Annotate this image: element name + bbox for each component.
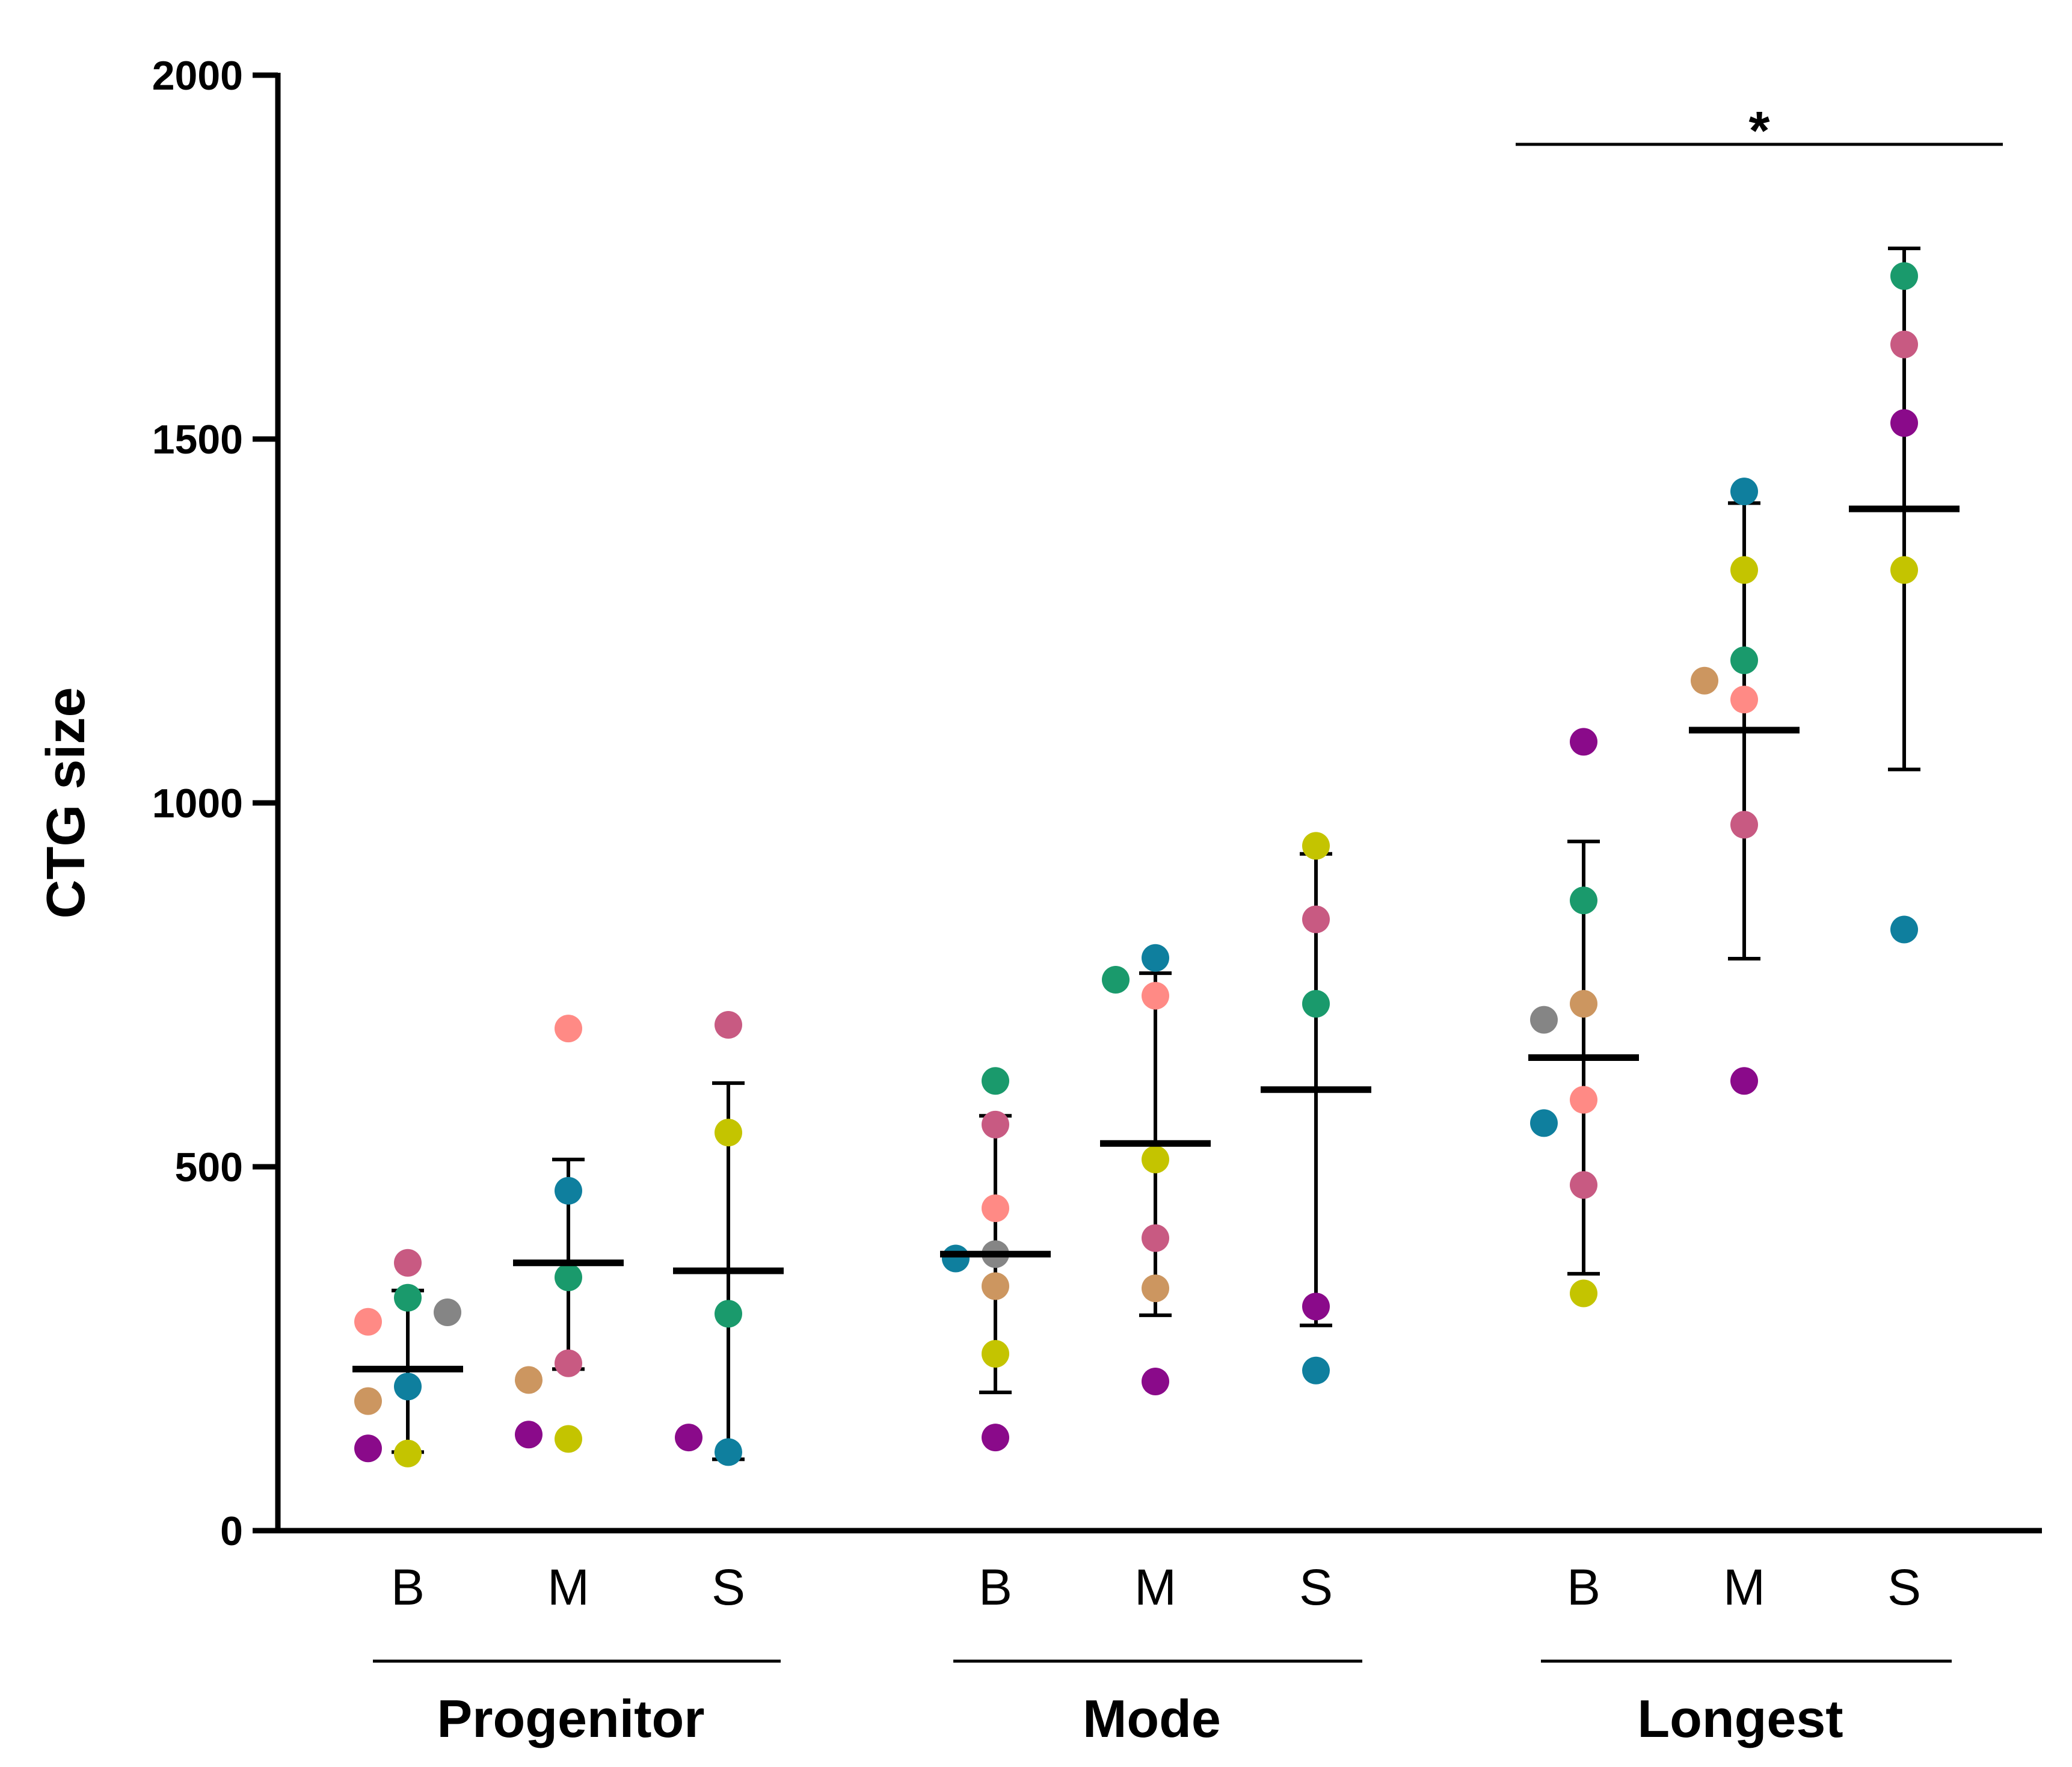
data-point	[982, 1339, 1009, 1368]
data-point	[715, 1300, 742, 1328]
data-point	[434, 1298, 461, 1326]
data-point	[394, 1372, 422, 1401]
data-point	[715, 1438, 742, 1466]
data-point	[1142, 1367, 1169, 1395]
data-point	[1570, 1086, 1597, 1114]
labels: 0 500 1000 1500 2000 CTG size B M S Progenitor B M S…	[36, 53, 1921, 1748]
x-tick-label: B	[1567, 1559, 1600, 1615]
y-tick-label: 0	[220, 1508, 243, 1554]
data-point	[394, 1439, 422, 1467]
data-point	[1302, 832, 1330, 860]
data-point	[1730, 646, 1758, 674]
data-point	[354, 1387, 382, 1415]
data-point	[555, 1349, 582, 1377]
data-point	[555, 1015, 582, 1043]
data-point	[982, 1194, 1009, 1222]
y-tick-label: 500	[175, 1145, 243, 1190]
data-point	[715, 1119, 742, 1147]
data-point	[555, 1176, 582, 1205]
data-point	[1730, 556, 1758, 584]
data-point	[1890, 262, 1918, 290]
data-point	[1142, 982, 1169, 1010]
data-point	[1530, 1109, 1558, 1137]
data-point	[1890, 556, 1918, 584]
data-point	[1302, 1292, 1330, 1321]
data-point	[515, 1366, 543, 1394]
data-point	[1570, 887, 1597, 915]
y-tick-label: 2000	[152, 53, 243, 99]
x-tick-label: S	[712, 1559, 745, 1615]
data-point	[1302, 1356, 1330, 1384]
y-tick-label: 1000	[152, 781, 243, 826]
x-tick-label: M	[1134, 1559, 1176, 1615]
x-tick-label: M	[547, 1559, 589, 1615]
data-point	[942, 1244, 970, 1273]
data-point	[354, 1308, 382, 1336]
data-point	[1570, 989, 1597, 1018]
data-point	[1102, 966, 1130, 994]
x-tick-label: S	[1887, 1559, 1921, 1615]
data-point	[982, 1067, 1009, 1095]
data-point	[1302, 905, 1330, 933]
data-point	[982, 1424, 1009, 1452]
data-point	[1142, 1145, 1169, 1173]
axes	[253, 72, 2042, 1663]
x-tick-label: B	[979, 1559, 1012, 1615]
data-point	[394, 1283, 422, 1312]
data-point	[1730, 478, 1758, 506]
data-point	[1890, 330, 1918, 358]
group-label: Mode	[1083, 1689, 1221, 1748]
group-label: Progenitor	[437, 1689, 705, 1748]
data-point	[1570, 728, 1597, 756]
x-tick-label: S	[1299, 1559, 1333, 1615]
data-point	[1730, 1067, 1758, 1095]
x-tick-label: B	[391, 1559, 425, 1615]
group-label: Longest	[1637, 1689, 1843, 1748]
data-point	[1730, 686, 1758, 714]
data-point	[715, 1011, 742, 1039]
data-point	[1142, 944, 1169, 972]
data-point	[394, 1249, 422, 1277]
data-point	[1530, 1006, 1558, 1034]
data-point	[675, 1424, 702, 1452]
data-point	[1302, 989, 1330, 1018]
data-point	[1691, 666, 1718, 695]
data-point	[1890, 409, 1918, 437]
data-point	[1890, 915, 1918, 944]
significance-label: *	[1748, 101, 1769, 161]
data-point	[515, 1421, 543, 1449]
x-tick-label: M	[1723, 1559, 1765, 1615]
data-point	[1142, 1274, 1169, 1303]
data-point	[982, 1272, 1009, 1300]
data-point	[1570, 1279, 1597, 1308]
data-point	[1730, 811, 1758, 839]
data-point	[555, 1425, 582, 1453]
data-point	[1570, 1171, 1597, 1199]
data-point	[1142, 1224, 1169, 1252]
data-marks	[352, 143, 2003, 1467]
y-tick-label: 1500	[152, 417, 243, 462]
data-point	[555, 1263, 582, 1291]
data-point	[982, 1110, 1009, 1139]
y-axis-label: CTG size	[36, 687, 96, 918]
data-point	[354, 1434, 382, 1463]
